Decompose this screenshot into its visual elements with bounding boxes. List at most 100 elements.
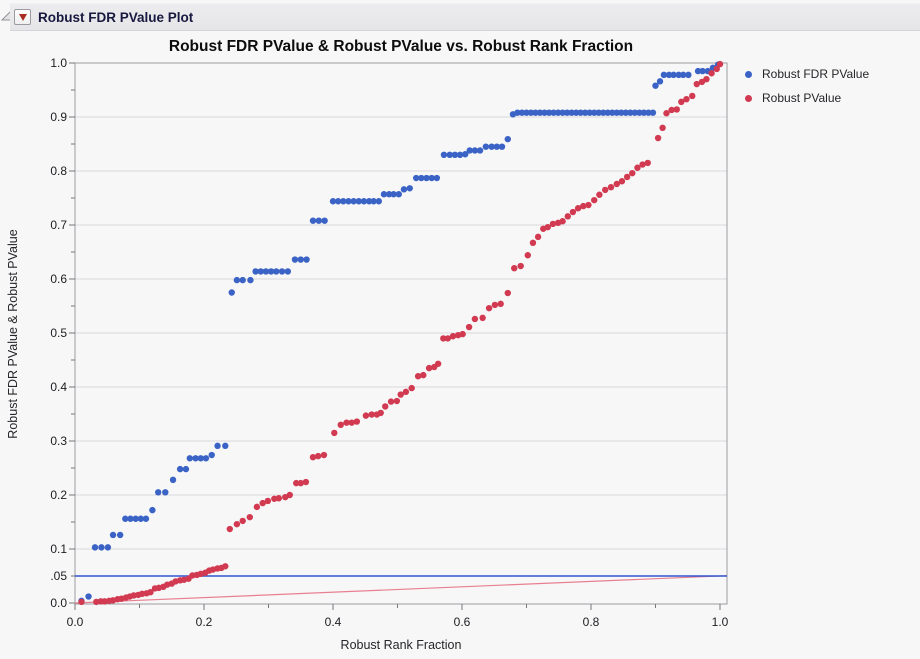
pvalue-point[interactable] [585,201,592,209]
fdr-pvalue-point[interactable] [656,78,664,85]
pvalue-point[interactable] [678,98,685,106]
fdr-pvalue-point[interactable] [699,67,706,75]
outline-header[interactable]: Robust FDR PValue Plot [10,3,920,31]
fdr-pvalue-point[interactable] [527,109,535,116]
fdr-pvalue-point[interactable] [355,198,362,205]
pvalue-point[interactable] [459,330,466,338]
fdr-pvalue-point[interactable] [609,109,616,116]
fdr-pvalue-point[interactable] [572,109,580,116]
fdr-pvalue-point[interactable] [360,198,368,205]
fdr-pvalue-point[interactable] [303,256,310,263]
pvalue-point[interactable] [569,208,577,216]
fdr-pvalue-point[interactable] [239,276,246,284]
fdr-pvalue-point[interactable] [116,531,124,539]
fdr-pvalue-point[interactable] [284,268,292,275]
fdr-pvalue-point[interactable] [192,455,199,462]
fdr-pvalue-point[interactable] [532,109,539,116]
pvalue-point[interactable] [618,178,626,185]
fdr-pvalue-point[interactable] [385,191,393,198]
pvalue-point[interactable] [559,218,566,225]
fdr-pvalue-point[interactable] [604,109,611,116]
pvalue-point[interactable] [601,186,609,194]
fdr-pvalue-point[interactable] [334,198,342,205]
pvalue-point[interactable] [465,323,473,331]
pvalue-point[interactable] [264,497,272,505]
pvalue-point[interactable] [425,364,433,372]
fdr-pvalue-point[interactable] [545,109,553,116]
fdr-pvalue-point[interactable] [631,109,639,116]
pvalue-point[interactable] [222,563,229,570]
pvalue-point[interactable] [78,598,85,606]
fdr-pvalue-point[interactable] [380,191,388,198]
fdr-pvalue-point[interactable] [685,71,692,79]
fdr-pvalue-point[interactable] [186,455,194,462]
fdr-pvalue-point[interactable] [142,515,150,522]
pvalue-point[interactable] [382,403,389,410]
fdr-pvalue-point[interactable] [273,268,280,275]
pvalue-point[interactable] [147,589,154,596]
fdr-pvalue-point[interactable] [85,593,92,600]
fdr-pvalue-point[interactable] [350,198,357,205]
pvalue-point[interactable] [402,388,410,396]
fdr-pvalue-point[interactable] [247,276,254,284]
pvalue-point[interactable] [663,110,670,117]
pvalue-point[interactable] [534,233,542,241]
fdr-pvalue-point[interactable] [252,268,259,275]
pvalue-point[interactable] [703,76,710,83]
pvalue-point[interactable] [434,360,442,367]
pvalue-point[interactable] [491,301,499,309]
fdr-pvalue-point[interactable] [568,109,575,116]
pvalue-point[interactable] [511,265,518,272]
pvalue-point[interactable] [440,335,447,342]
pvalue-point[interactable] [368,411,375,418]
fdr-pvalue-point[interactable] [622,109,630,116]
fdr-pvalue-point[interactable] [493,143,501,150]
fdr-pvalue-point[interactable] [149,506,156,514]
pvalue-point[interactable] [613,180,620,188]
fdr-pvalue-point[interactable] [418,174,425,182]
fdr-pvalue-point[interactable] [428,174,435,182]
pvalue-point[interactable] [529,239,537,247]
pvalue-point[interactable] [654,134,662,142]
fdr-pvalue-point[interactable] [446,151,453,158]
pvalue-point[interactable] [497,300,504,308]
pvalue-point[interactable] [683,95,690,103]
pvalue-point[interactable] [331,429,338,437]
pvalue-point[interactable] [716,60,724,68]
pvalue-point[interactable] [708,70,715,77]
pvalue-point[interactable] [297,479,304,487]
fdr-pvalue-point[interactable] [645,109,652,116]
fdr-pvalue-point[interactable] [122,515,129,522]
pvalue-point[interactable] [574,205,582,212]
fdr-pvalue-point[interactable] [413,174,420,182]
fdr-pvalue-point[interactable] [309,217,317,224]
fdr-pvalue-point[interactable] [694,67,702,75]
fdr-pvalue-point[interactable] [536,109,544,116]
pvalue-point[interactable] [623,173,631,181]
fdr-pvalue-point[interactable] [504,135,511,143]
fdr-pvalue-point[interactable] [640,109,648,116]
fdr-pvalue-point[interactable] [267,268,275,275]
pvalue-point[interactable] [639,161,646,168]
fdr-pvalue-point[interactable] [233,276,241,284]
pvalue-point[interactable] [387,398,395,405]
fdr-pvalue-point[interactable] [278,268,286,275]
fdr-pvalue-point[interactable] [554,109,562,116]
fdr-pvalue-point[interactable] [559,109,566,116]
pvalue-point[interactable] [259,499,266,507]
fdr-pvalue-point[interactable] [375,198,382,205]
pvalue-point[interactable] [668,106,675,114]
pvalue-point[interactable] [343,419,350,426]
fdr-pvalue-point[interactable] [390,191,397,198]
pvalue-point[interactable] [253,503,261,511]
red-triangle-menu-icon[interactable] [14,9,31,25]
fdr-pvalue-point[interactable] [665,71,673,79]
fdr-pvalue-point[interactable] [618,109,625,116]
fdr-pvalue-point[interactable] [127,515,134,522]
fdr-pvalue-point[interactable] [291,256,299,263]
pvalue-point[interactable] [226,525,233,533]
fdr-pvalue-point[interactable] [649,109,657,116]
fdr-pvalue-point[interactable] [627,109,634,116]
pvalue-point[interactable] [397,391,404,398]
pvalue-point[interactable] [596,191,603,198]
